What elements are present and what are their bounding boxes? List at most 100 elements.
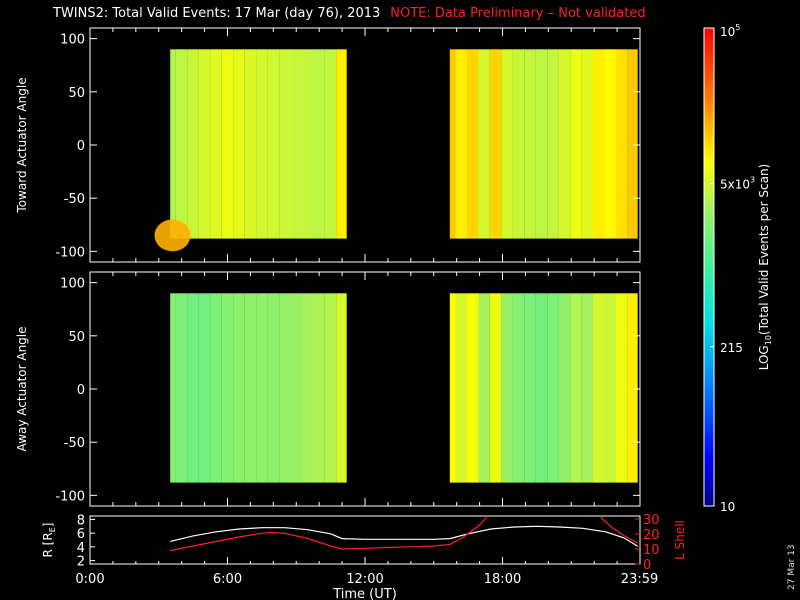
y-tick-label: 6	[77, 527, 85, 542]
heatmap-column	[175, 293, 188, 483]
y-tick-label: 0	[77, 383, 85, 398]
heatmap-column	[478, 49, 490, 239]
heatmap-column	[302, 293, 314, 483]
heatmap-column	[279, 49, 291, 239]
colorbar-tick-base: 5x10	[720, 177, 750, 191]
heatmap-column	[175, 49, 188, 239]
y-right-tick-label: 10	[643, 543, 660, 558]
heatmap-column	[615, 293, 628, 483]
heatmap-column	[290, 293, 302, 483]
y-left-label-sub: E	[48, 527, 57, 532]
heatmap-column	[267, 293, 280, 483]
heatmap-column	[535, 293, 548, 483]
heatmap-column	[604, 49, 616, 239]
heatmap-column	[581, 293, 594, 483]
y-axis-label: Away Actuator Angle	[15, 326, 29, 451]
colorbar-label-rest: (Total Valid Events per Scan)	[757, 164, 771, 335]
y-right-tick-label: 20	[643, 528, 660, 543]
colorbar-tick-exponent: 3	[750, 175, 755, 184]
y-tick-label: -100	[55, 489, 85, 504]
heatmap-column	[256, 293, 268, 483]
heatmap-column	[501, 293, 513, 483]
heatmap-column	[267, 49, 280, 239]
heatmap-column	[627, 49, 638, 239]
heatmap-column	[170, 293, 176, 483]
y-tick-label: 50	[68, 330, 85, 345]
y-right-tick-label: 0	[643, 558, 651, 573]
heatmap-column	[604, 293, 616, 483]
series-line-2	[600, 517, 638, 544]
colorbar-tick-label: 105	[720, 23, 740, 39]
heatmap-column	[324, 293, 337, 483]
heatmap-column	[210, 293, 222, 483]
series-line-0	[170, 525, 639, 547]
colorbar-tick-label: 10	[720, 500, 735, 514]
y-left-label-end: ]	[41, 523, 55, 528]
heatmap-column	[244, 293, 257, 483]
y-tick-label: 8	[77, 513, 85, 528]
heatmap-column	[593, 293, 605, 483]
heatmap-column	[467, 293, 479, 483]
colorbar-label-main: LOG	[757, 345, 771, 370]
y-right-axis-label: L Shell	[673, 520, 687, 560]
x-tick-label: 6:00	[213, 572, 242, 587]
x-tick-label: 18:00	[484, 572, 521, 587]
heatmap-column	[478, 293, 490, 483]
date-stamp: 27 Mar 13	[787, 544, 797, 590]
heatmap-column	[449, 49, 456, 239]
heatmap-column	[627, 293, 638, 483]
heatmap-column	[455, 293, 467, 483]
heatmap-column	[547, 293, 559, 483]
y-tick-label: 2	[77, 555, 85, 570]
heatmap-column	[501, 49, 513, 239]
heatmap-column	[279, 293, 291, 483]
y-tick-label: -50	[64, 192, 85, 207]
y-left-axis-label: R [RE]	[41, 523, 57, 558]
heatmap-column	[489, 293, 502, 483]
x-tick-label: 0:00	[75, 572, 104, 587]
heatmap-column	[558, 49, 571, 239]
heatmap-column	[302, 49, 314, 239]
heatmap-column	[449, 293, 456, 483]
colorbar-tick-label: 5x103	[720, 175, 755, 191]
colorbar-tick-exponent: 5	[735, 23, 740, 32]
colorbar-tick-label: 215	[720, 341, 743, 355]
y-tick-label: 0	[77, 139, 85, 154]
colorbar-label-sub: 10	[764, 335, 773, 345]
colorbar-label: LOG10(Total Valid Events per Scan)	[757, 164, 773, 371]
colorbar-tick-base: 215	[720, 341, 743, 355]
heatmap-column	[455, 49, 467, 239]
heatmap-column	[187, 293, 199, 483]
heatmap-column	[615, 49, 628, 239]
heatmap-column	[336, 293, 347, 483]
heatmap-column	[570, 293, 582, 483]
colorbar-tick-base: 10	[720, 25, 735, 39]
heatmap-column	[467, 49, 479, 239]
heatmap-column	[512, 49, 525, 239]
heatmap-column	[233, 49, 245, 239]
heatmap-column	[221, 293, 234, 483]
y-tick-label: 4	[77, 541, 85, 556]
heatmap-column	[324, 49, 337, 239]
y-tick-label: 100	[60, 277, 85, 292]
heatmap-column	[244, 49, 257, 239]
heatmap-column	[290, 49, 302, 239]
heatmap-column	[570, 49, 582, 239]
x-axis-label: Time (UT)	[332, 587, 397, 600]
heatmap-column	[524, 293, 536, 483]
heatmap-column	[198, 293, 211, 483]
heatmap-column	[535, 49, 548, 239]
heatmap-column	[187, 49, 199, 239]
colorbar	[703, 27, 715, 507]
y-tick-label: -50	[64, 436, 85, 451]
y-tick-label: 100	[60, 33, 85, 48]
heatmap-column	[313, 49, 325, 239]
heatmap-column	[210, 49, 222, 239]
y-left-label-main: R [R	[41, 532, 55, 557]
title-text: TWINS2: Total Valid Events: 17 Mar (day …	[53, 6, 381, 21]
x-tick-label: 23:59	[621, 572, 658, 587]
colorbar-tick-base: 10	[720, 500, 735, 514]
heatmap-column	[256, 49, 268, 239]
x-tick-label: 12:00	[346, 572, 383, 587]
